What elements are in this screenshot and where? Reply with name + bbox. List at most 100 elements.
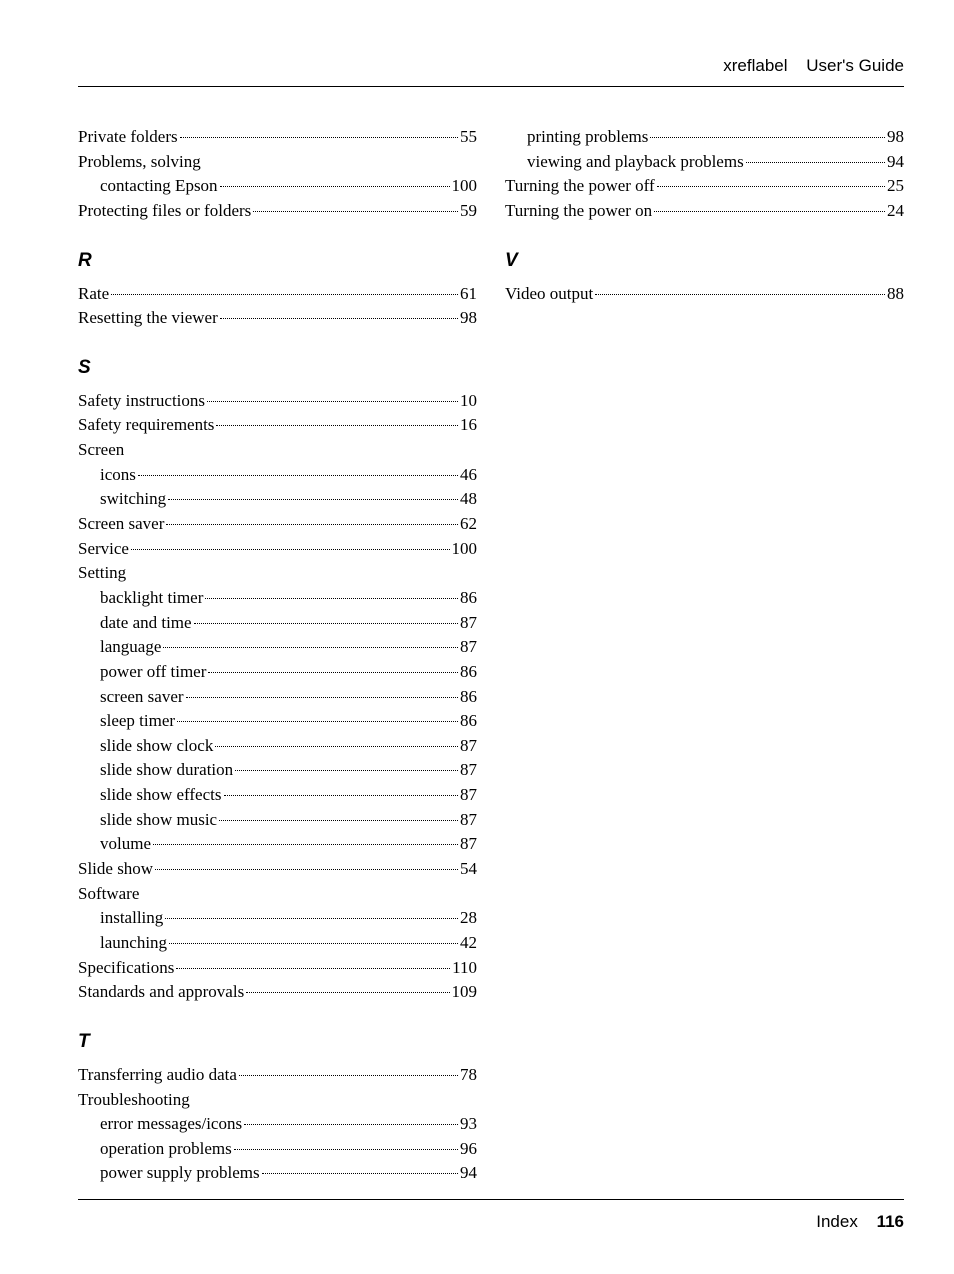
index-entry: Specifications 110 bbox=[78, 956, 477, 981]
entry-page: 87 bbox=[460, 808, 477, 833]
entry-text: Transferring audio data bbox=[78, 1063, 237, 1088]
index-entry: Turning the power off 25 bbox=[505, 174, 904, 199]
entry-leader-dots bbox=[166, 524, 458, 525]
entry-text: viewing and playback problems bbox=[527, 150, 744, 175]
index-entry: power supply problems94 bbox=[78, 1161, 477, 1186]
index-entry: Slide show54 bbox=[78, 857, 477, 882]
entry-page: 100 bbox=[452, 537, 478, 562]
index-entry: Transferring audio data78 bbox=[78, 1063, 477, 1088]
entry-page: 42 bbox=[460, 931, 477, 956]
index-entry: Safety instructions 10 bbox=[78, 389, 477, 414]
index-entry: slide show effects87 bbox=[78, 783, 477, 808]
entry-page: 61 bbox=[460, 282, 477, 307]
right-column: printing problems98viewing and playback … bbox=[505, 125, 904, 1186]
entry-text: language bbox=[100, 635, 161, 660]
index-entry: Private folders 55 bbox=[78, 125, 477, 150]
index-entry: Video output88 bbox=[505, 282, 904, 307]
index-entry: Software bbox=[78, 882, 477, 907]
entry-text: power supply problems bbox=[100, 1161, 260, 1186]
entry-text: Screen bbox=[78, 438, 124, 463]
entry-page: 46 bbox=[460, 463, 477, 488]
entry-page: 86 bbox=[460, 660, 477, 685]
entry-leader-dots bbox=[244, 1124, 458, 1125]
page-header: xreflabel User's Guide bbox=[78, 56, 904, 87]
entry-page: 55 bbox=[460, 125, 477, 150]
entry-text: contacting Epson bbox=[100, 174, 218, 199]
entry-leader-dots bbox=[215, 746, 458, 747]
entry-leader-dots bbox=[205, 598, 458, 599]
entry-text: Safety instructions bbox=[78, 389, 205, 414]
entry-leader-dots bbox=[235, 770, 458, 771]
entry-text: Service bbox=[78, 537, 129, 562]
index-entry: Turning the power on24 bbox=[505, 199, 904, 224]
page-footer: Index 116 bbox=[78, 1199, 904, 1232]
entry-leader-dots bbox=[155, 869, 458, 870]
entry-page: 110 bbox=[452, 956, 477, 981]
entry-leader-dots bbox=[131, 549, 450, 550]
index-entry: switching48 bbox=[78, 487, 477, 512]
entry-page: 25 bbox=[887, 174, 904, 199]
entry-text: installing bbox=[100, 906, 163, 931]
index-entry: icons 46 bbox=[78, 463, 477, 488]
section-heading: T bbox=[78, 1031, 477, 1053]
entry-leader-dots bbox=[180, 137, 458, 138]
index-entry: Resetting the viewer98 bbox=[78, 306, 477, 331]
index-entry: Safety requirements 16 bbox=[78, 413, 477, 438]
entry-text: slide show music bbox=[100, 808, 217, 833]
entry-page: 93 bbox=[460, 1112, 477, 1137]
index-entry: Screen bbox=[78, 438, 477, 463]
entry-page: 96 bbox=[460, 1137, 477, 1162]
entry-leader-dots bbox=[111, 294, 458, 295]
entry-leader-dots bbox=[220, 186, 450, 187]
entry-text: Screen saver bbox=[78, 512, 164, 537]
section-heading: V bbox=[505, 250, 904, 272]
entry-leader-dots bbox=[239, 1075, 458, 1076]
index-entry: Rate61 bbox=[78, 282, 477, 307]
index-entry: date and time87 bbox=[78, 611, 477, 636]
entry-text: backlight timer bbox=[100, 586, 203, 611]
index-entry: slide show duration87 bbox=[78, 758, 477, 783]
entry-text: Setting bbox=[78, 561, 126, 586]
entry-page: 109 bbox=[452, 980, 478, 1005]
entry-text: Private folders bbox=[78, 125, 178, 150]
entry-leader-dots bbox=[654, 211, 885, 212]
entry-text: Turning the power off bbox=[505, 174, 655, 199]
entry-leader-dots bbox=[176, 968, 450, 969]
entry-page: 86 bbox=[460, 685, 477, 710]
entry-text: error messages/icons bbox=[100, 1112, 242, 1137]
index-entry: slide show music 87 bbox=[78, 808, 477, 833]
entry-text: power off timer bbox=[100, 660, 206, 685]
index-entry: Protecting files or folders59 bbox=[78, 199, 477, 224]
entry-leader-dots bbox=[595, 294, 885, 295]
left-column: Private folders 55Problems, solvingcontac… bbox=[78, 125, 477, 1186]
entry-leader-dots bbox=[169, 943, 458, 944]
entry-text: Software bbox=[78, 882, 139, 907]
index-entry: Problems, solving bbox=[78, 150, 477, 175]
entry-leader-dots bbox=[216, 425, 458, 426]
footer-section: Index bbox=[816, 1212, 858, 1231]
entry-page: 86 bbox=[460, 709, 477, 734]
entry-text: Safety requirements bbox=[78, 413, 214, 438]
entry-text: Troubleshooting bbox=[78, 1088, 190, 1113]
section-heading: R bbox=[78, 250, 477, 272]
entry-page: 87 bbox=[460, 758, 477, 783]
entry-page: 10 bbox=[460, 389, 477, 414]
entry-page: 87 bbox=[460, 832, 477, 857]
entry-leader-dots bbox=[650, 137, 885, 138]
entry-leader-dots bbox=[177, 721, 458, 722]
entry-text: icons bbox=[100, 463, 136, 488]
entry-page: 48 bbox=[460, 487, 477, 512]
entry-leader-dots bbox=[138, 475, 458, 476]
entry-page: 16 bbox=[460, 413, 477, 438]
header-guide: User's Guide bbox=[806, 56, 904, 75]
entry-page: 54 bbox=[460, 857, 477, 882]
entry-text: Protecting files or folders bbox=[78, 199, 251, 224]
entry-text: slide show clock bbox=[100, 734, 213, 759]
entry-page: 87 bbox=[460, 611, 477, 636]
entry-text: Specifications bbox=[78, 956, 174, 981]
index-entry: language 87 bbox=[78, 635, 477, 660]
entry-leader-dots bbox=[153, 844, 458, 845]
entry-page: 87 bbox=[460, 635, 477, 660]
entry-text: printing problems bbox=[527, 125, 648, 150]
index-entry: Screen saver62 bbox=[78, 512, 477, 537]
